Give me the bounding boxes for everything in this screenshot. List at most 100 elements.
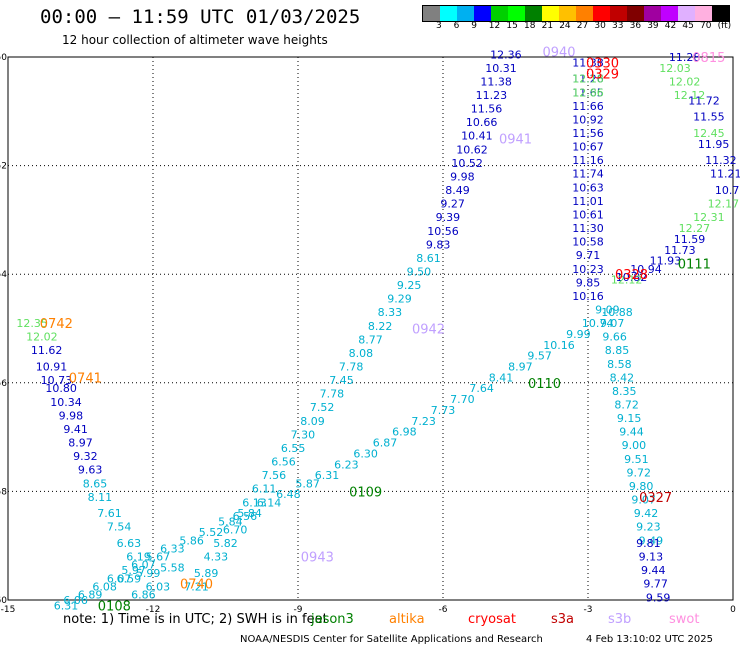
- legend-satellite-altika: altika: [389, 612, 425, 627]
- color-swatch: [508, 6, 525, 21]
- satellite-pass-labels: 0742 0741 0108 0740 0943 0109 0942 0941 0940 0110…: [40, 46, 726, 615]
- wave-height-value: 11.74: [572, 168, 604, 181]
- wave-height-value: 10.52: [451, 157, 483, 170]
- map-subtitle: 12 hour collection of altimeter wave hei…: [62, 33, 328, 47]
- wave-height-value: 12.45: [693, 127, 725, 140]
- wave-height-value: 6.70: [223, 523, 248, 536]
- wave-height-value: 10.16: [543, 339, 575, 352]
- wave-height-value: 12.35: [16, 317, 48, 330]
- wave-height-value: 11.21: [710, 168, 740, 181]
- wave-height-value: 8.41: [489, 371, 514, 384]
- wave-height-value: 8.22: [368, 320, 393, 333]
- wave-height-value: 8.97: [508, 361, 533, 374]
- satellite-pass-label: 0330: [586, 56, 619, 71]
- wave-height-value: 12.02: [26, 331, 58, 344]
- wave-height-value: 7.61: [97, 507, 122, 520]
- wave-height-value: 8.49: [445, 184, 470, 197]
- wave-height-value: 6.03: [146, 580, 171, 593]
- color-swatch: [695, 6, 712, 21]
- wave-height-value: 7.52: [310, 401, 335, 414]
- wave-height-value: 10.63: [572, 181, 604, 194]
- wave-height-value: 11.93: [650, 255, 682, 268]
- wave-height-value: 9.23: [636, 521, 661, 534]
- color-scale-label: 39: [647, 21, 659, 31]
- satellite-pass-label: 0940: [542, 46, 575, 61]
- y-tick-label: -54: [0, 270, 7, 280]
- wave-height-value: 10.80: [45, 382, 77, 395]
- wave-height-value: 6.11: [252, 483, 277, 496]
- wave-height-value: 6.56: [271, 456, 296, 469]
- x-tick-label: 0: [730, 605, 736, 615]
- wave-height-value: 11.73: [664, 244, 696, 257]
- wave-height-value: 6.98: [392, 426, 417, 439]
- wave-height-value: 7.78: [339, 361, 364, 374]
- color-swatch: [423, 6, 440, 21]
- wave-height-value: 6.89: [78, 589, 103, 602]
- y-tick-label: -52: [0, 162, 7, 172]
- wave-height-value: 6.87: [373, 437, 398, 450]
- wave-height-value: 12.02: [669, 75, 701, 88]
- wave-height-value: 10.58: [572, 236, 604, 249]
- wave-height-value: 9.83: [426, 238, 451, 251]
- wave-height-value: 10.70: [715, 184, 740, 197]
- wave-height-value: 5.82: [213, 537, 238, 550]
- wave-height-value: 6.55: [281, 442, 306, 455]
- map-grid: [7, 56, 734, 601]
- color-swatch: [644, 6, 661, 21]
- y-tick-label: -58: [0, 487, 7, 497]
- wave-height-value: 11.62: [31, 344, 63, 357]
- wave-height-value: 11.28: [669, 51, 701, 64]
- wave-height-value: 12.18: [572, 73, 604, 86]
- wave-height-value: 6.13: [242, 496, 267, 509]
- wave-height-value: 5.86: [179, 534, 204, 547]
- color-swatch: [661, 6, 678, 21]
- color-scale-label: 42: [664, 21, 677, 31]
- wave-height-value: 10.74: [582, 317, 614, 330]
- legend-satellite-jason3: jason3: [311, 612, 354, 627]
- color-swatch: [542, 6, 559, 21]
- wave-height-value: 8.65: [83, 477, 108, 490]
- satellite-pass-label: 0327: [639, 491, 672, 506]
- footer-credit: NOAA/NESDIS Center for Satellite Applica…: [240, 634, 543, 645]
- wave-height-value: 12.12: [611, 274, 643, 287]
- wave-height-value: 9.98: [450, 170, 475, 183]
- wave-height-value: 9.66: [602, 331, 627, 344]
- wave-height-value: 10.16: [572, 290, 604, 303]
- x-tick-label: -6: [439, 605, 448, 615]
- satellite-pass-label: 0329: [586, 67, 619, 82]
- wave-height-value: 7.23: [411, 415, 436, 428]
- color-swatch: [593, 6, 610, 21]
- wave-height-value: 6.63: [117, 537, 142, 550]
- wave-height-value: 6.23: [334, 458, 359, 471]
- wave-height-value: 6.19: [126, 551, 151, 564]
- color-scale-label: 36: [629, 21, 642, 31]
- wave-height-value: 6.48: [276, 488, 301, 501]
- wave-height-value: 8.72: [614, 399, 639, 412]
- wave-height-value: 8.09: [300, 415, 325, 428]
- wave-height-value: 10.73: [41, 374, 73, 387]
- x-tick-label: -9: [294, 605, 303, 615]
- color-swatch: [678, 6, 695, 21]
- wave-height-value: 9.80: [629, 480, 654, 493]
- color-scale-label: 33: [612, 21, 624, 31]
- wave-height-value: 6.30: [353, 447, 378, 460]
- wave-height-value: 9.39: [436, 211, 461, 224]
- wave-height-value: 9.25: [397, 279, 422, 292]
- color-scale-label: 3: [436, 21, 442, 31]
- wave-height-value: 6.08: [92, 580, 117, 593]
- satellite-pass-label: 0941: [499, 132, 532, 147]
- wave-height-value: 8.33: [378, 306, 403, 319]
- color-scale-label: 27: [576, 21, 589, 31]
- map-title: 00:00 – 11:59 UTC 01/03/2025: [40, 6, 361, 28]
- wave-height-value: 5.67: [146, 551, 171, 564]
- note-text: note: 1) Time is in UTC; 2) SWH is in fe…: [63, 612, 328, 627]
- wave-height-value: 6.06: [63, 594, 88, 607]
- wave-height-value: 11.59: [674, 233, 706, 246]
- wave-height-value: 8.35: [612, 385, 637, 398]
- wave-height-value: 9.42: [634, 507, 659, 520]
- color-scale-labels: 3 6 9 12 15 18 21 24 27 30 33 36 39 42 45 70 (ft): [422, 21, 740, 33]
- color-scale-label: 6: [453, 21, 460, 31]
- wave-height-value: 10.34: [50, 396, 82, 409]
- color-scale-label: 18: [524, 21, 536, 31]
